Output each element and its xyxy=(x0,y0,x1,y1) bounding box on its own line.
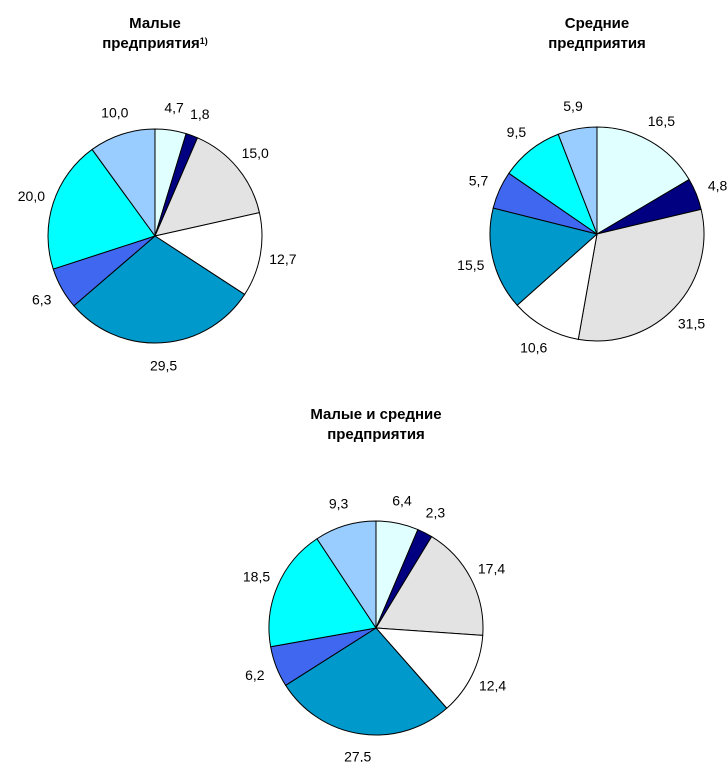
pie-2-label-3: 31,5 xyxy=(678,315,705,331)
pie-1-title-line-2: предприятия1) xyxy=(55,34,255,54)
pie-3-slice-8 xyxy=(316,520,377,629)
pie-3-label-3: 17,4 xyxy=(478,560,505,576)
pie-1: 4,7 1,8 15,0 12,7 29,5 6,3 20,0 10,0 xyxy=(18,99,297,373)
pie-1-title-line-2-text: предприятия xyxy=(102,35,200,52)
pie-3-label-6: 6,2 xyxy=(245,667,265,683)
pie-1-title-footnote: 1) xyxy=(199,36,208,46)
pie-1-label-8: 10,0 xyxy=(101,104,128,120)
pie-3-title-line-1: Малые и средние xyxy=(310,406,442,423)
pie-1-label-1: 4,7 xyxy=(164,99,184,115)
pie-1-slice-8 xyxy=(91,128,156,237)
pie-2-title: Средние предприятия xyxy=(497,14,697,54)
pie-1-label-6: 6,3 xyxy=(32,292,52,308)
pie-2-slice-1 xyxy=(596,126,690,235)
pie-1-label-4: 12,7 xyxy=(269,251,296,267)
pie-1-label-2: 1,8 xyxy=(190,106,210,122)
pie-3-label-8: 9,3 xyxy=(329,496,349,512)
pie-3-title: Малые и средние предприятия xyxy=(226,405,526,445)
pie-2-title-line-1: Средние xyxy=(564,15,630,32)
pie-2-slice-5 xyxy=(489,207,598,306)
pie-3-slice-3 xyxy=(375,536,484,636)
pie-1-label-5: 29,5 xyxy=(150,358,177,374)
pie-3-slice-7 xyxy=(268,538,377,648)
pie-1-slice-5 xyxy=(73,235,246,344)
pie-3-label-2: 2,3 xyxy=(426,504,446,520)
pie-2-label-2: 4,8 xyxy=(708,177,727,193)
pie-2-slice-3 xyxy=(577,208,705,342)
pie-1-label-7: 20,0 xyxy=(18,188,45,204)
pie-1-title-line-1: Малые xyxy=(129,15,181,32)
pie-3-label-5: 27,5 xyxy=(344,749,371,762)
pie-3: 6,4 2,3 17,4 12,4 27,5 6,2 18,5 9,3 xyxy=(243,493,507,762)
pie-1-label-3: 15,0 xyxy=(242,145,269,161)
pie-1-title: Малые предприятия1) xyxy=(55,14,255,54)
pie-3-title-line-2: предприятия xyxy=(327,426,425,443)
pie-2-slice-8 xyxy=(557,126,598,235)
pie-2-title-line-2: предприятия xyxy=(548,35,646,52)
pie-2-slice-4 xyxy=(516,233,598,340)
pie-2-label-7: 9,5 xyxy=(507,124,527,140)
pie-3-label-7: 18,5 xyxy=(243,569,270,585)
pie-3-label-1: 6,4 xyxy=(392,493,412,509)
pie-3-slice-4 xyxy=(375,627,484,709)
pie-1-slice-3 xyxy=(154,137,260,237)
pie-3-slice-5 xyxy=(285,627,448,736)
pie-3-label-4: 12,4 xyxy=(479,678,506,694)
pie-1-slice-4 xyxy=(154,212,263,295)
pie-2-label-1: 16,5 xyxy=(648,113,675,129)
pie-2-label-8: 5,9 xyxy=(563,98,583,114)
pie-2-label-4: 10,6 xyxy=(520,340,547,356)
pie-2: 16,5 4,8 31,5 10,6 15,5 5,7 9,5 5,9 xyxy=(457,98,727,355)
pie-2-label-6: 5,7 xyxy=(469,173,489,189)
pie-1-slice-7 xyxy=(47,148,156,270)
pie-2-label-5: 15,5 xyxy=(457,257,484,273)
